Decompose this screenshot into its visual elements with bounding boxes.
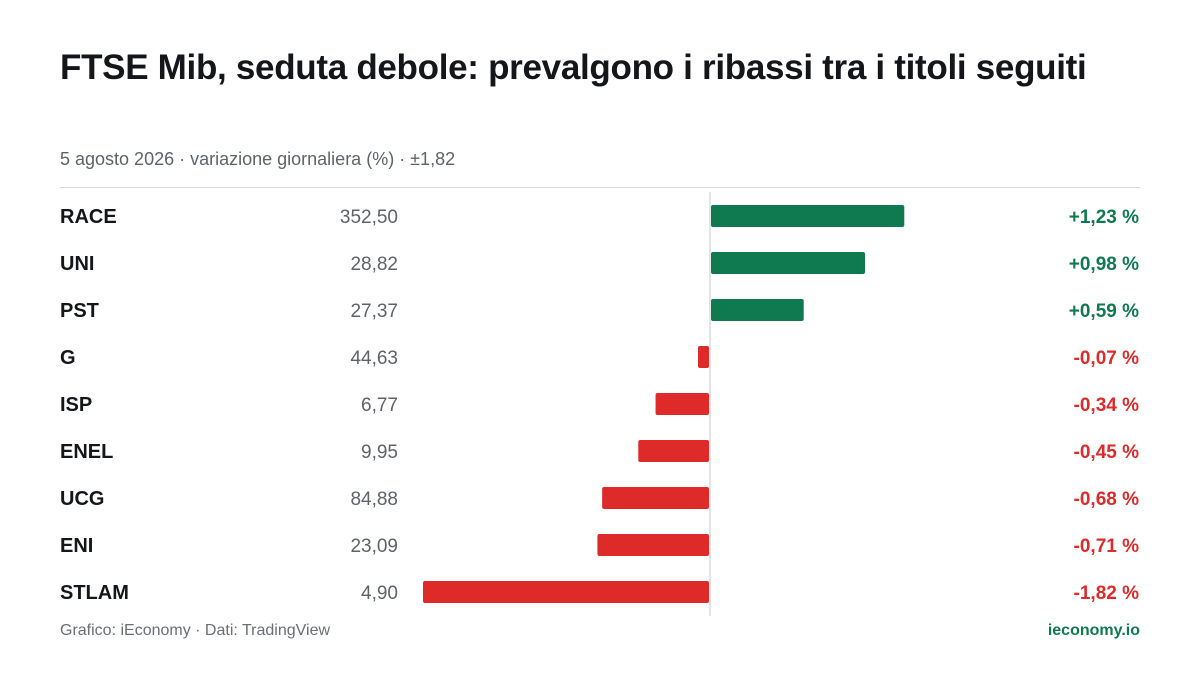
change-label: -1,82 % xyxy=(1074,583,1140,604)
price-label: 84,88 xyxy=(350,489,398,510)
price-label: 23,09 xyxy=(350,536,398,557)
ticker-label: ISP xyxy=(60,394,92,416)
bar-race xyxy=(711,205,905,227)
change-label: -0,34 % xyxy=(1074,395,1140,416)
ticker-label: ENEL xyxy=(60,441,113,463)
ticker-label: ENI xyxy=(60,535,93,557)
price-label: 44,63 xyxy=(350,348,398,369)
ticker-label: UCG xyxy=(60,488,104,510)
bar-isp xyxy=(655,393,709,415)
bar-pst xyxy=(711,299,804,321)
chart-title: FTSE Mib, seduta debole: prevalgono i ri… xyxy=(60,48,1087,87)
bar-uni xyxy=(711,252,865,274)
ticker-label: G xyxy=(60,347,76,369)
chart-subtitle: 5 agosto 2026 · variazione giornaliera (… xyxy=(60,149,456,169)
price-label: 352,50 xyxy=(340,207,398,228)
price-label: 27,37 xyxy=(350,301,398,322)
brand-link[interactable]: ieconomy.io xyxy=(1047,622,1140,639)
ticker-label: RACE xyxy=(60,206,117,228)
price-label: 6,77 xyxy=(361,395,398,416)
ticker-label: PST xyxy=(60,300,99,322)
change-label: -0,71 % xyxy=(1074,536,1140,557)
bar-eni xyxy=(597,534,709,556)
ticker-label: STLAM xyxy=(60,582,129,604)
change-label: +0,98 % xyxy=(1069,254,1139,275)
source-credit: Grafico: iEconomy · Dati: TradingView xyxy=(60,622,331,639)
bar-ucg xyxy=(602,487,709,509)
header-divider xyxy=(60,187,1140,188)
change-label: +1,23 % xyxy=(1069,207,1139,228)
ticker-label: UNI xyxy=(60,253,94,275)
change-label: +0,59 % xyxy=(1069,301,1139,322)
change-label: -0,68 % xyxy=(1074,489,1140,510)
bar-enel xyxy=(638,440,709,462)
change-label: -0,07 % xyxy=(1074,348,1140,369)
bar-stlam xyxy=(423,581,709,603)
price-label: 28,82 xyxy=(350,254,398,275)
price-label: 9,95 xyxy=(361,442,398,463)
bar-g xyxy=(698,346,709,368)
price-label: 4,90 xyxy=(361,583,398,604)
change-label: -0,45 % xyxy=(1074,442,1140,463)
